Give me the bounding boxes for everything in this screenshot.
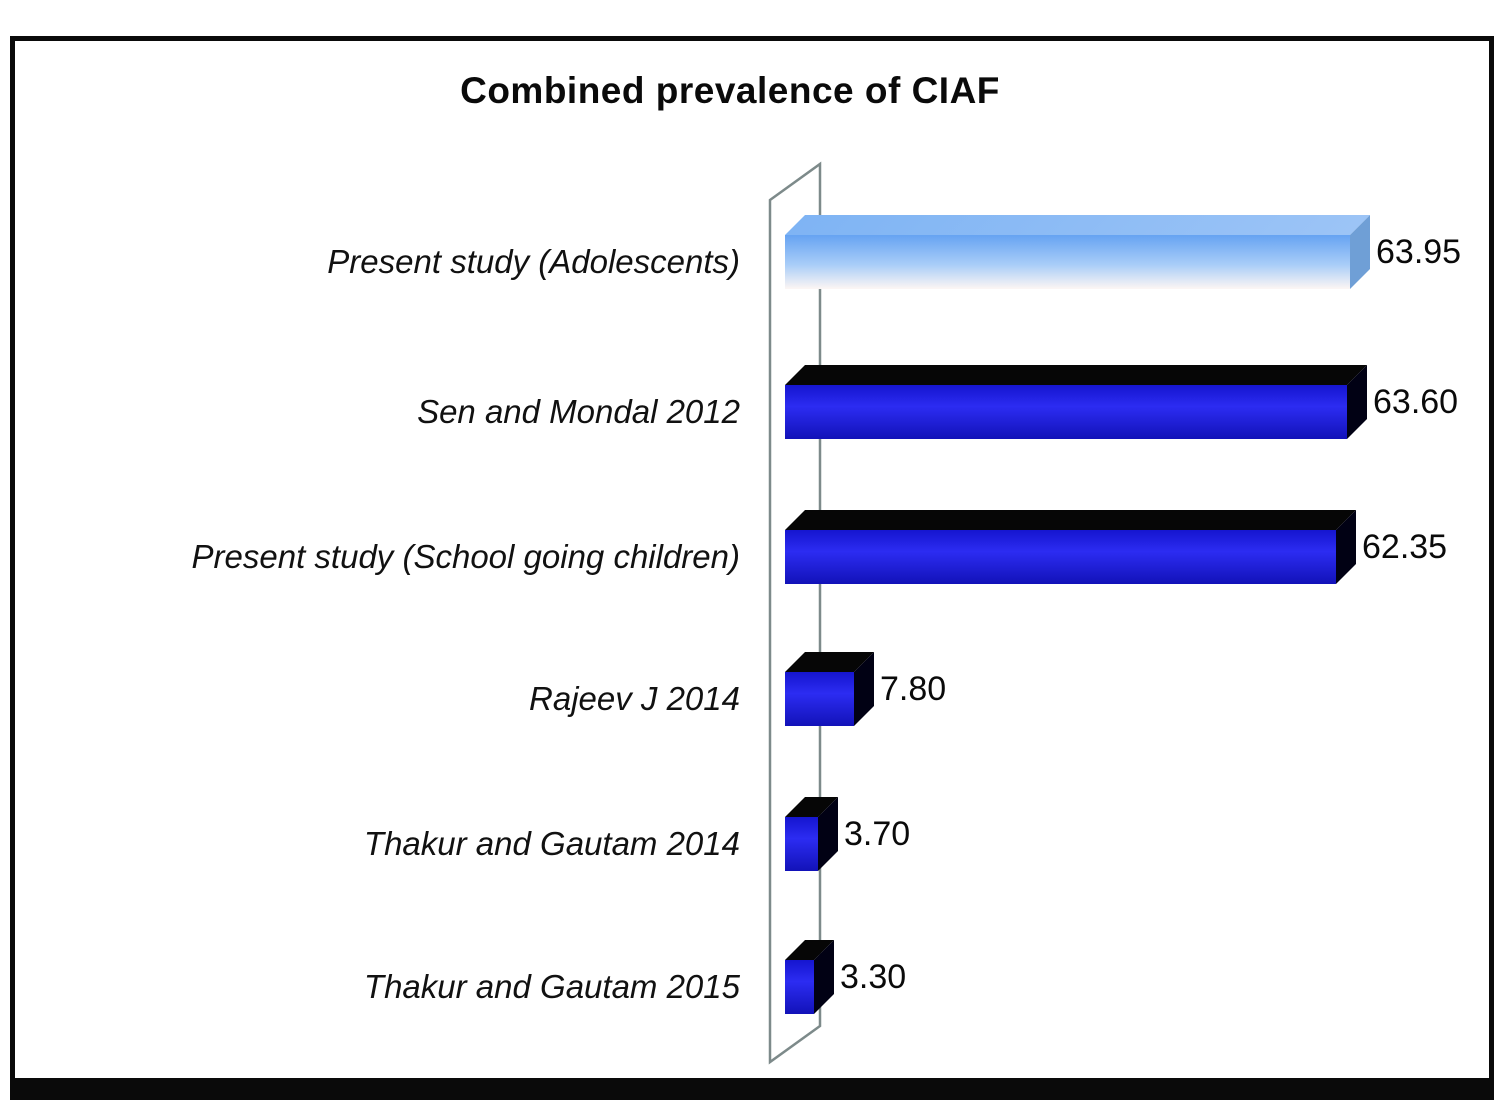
bar-row: Present study (School going children) 62…: [0, 510, 1505, 584]
value-label: 7.80: [880, 669, 947, 708]
category-label: Thakur and Gautam 2015: [363, 968, 740, 1005]
value-label: 3.70: [844, 814, 911, 853]
bar-top-face: [785, 510, 1356, 530]
chart-title: Combined prevalence of CIAF: [460, 70, 1000, 111]
bar-row: Present study (Adolescents) 63.95: [0, 215, 1505, 289]
bar-front-face: [785, 235, 1350, 289]
category-label: Thakur and Gautam 2014: [363, 825, 740, 862]
bar-front-face: [785, 385, 1347, 439]
bar-row: Sen and Mondal 2012 63.60: [0, 365, 1505, 439]
category-label: Sen and Mondal 2012: [417, 393, 740, 430]
bar-top-face: [785, 365, 1367, 385]
bar-adolescents: [785, 215, 1370, 289]
bar-row: Thakur and Gautam 2014 3.70: [0, 797, 1505, 871]
bar-sen-mondal-2012: [785, 365, 1367, 439]
bar-top-face: [785, 215, 1370, 235]
category-label: Present study (School going children): [191, 538, 740, 575]
value-label: 3.30: [840, 957, 907, 996]
bar-row: Thakur and Gautam 2015 3.30: [0, 940, 1505, 1014]
category-label: Rajeev J 2014: [529, 680, 740, 717]
bar-thakur-gautam-2015: [785, 940, 834, 1014]
value-label: 63.95: [1376, 232, 1462, 271]
bar-front-face: [785, 530, 1336, 584]
bar-front-face: [785, 672, 854, 726]
bar-school-children: [785, 510, 1356, 584]
value-label: 62.35: [1362, 527, 1448, 566]
bar-front-face: [785, 817, 818, 871]
bar-thakur-gautam-2014: [785, 797, 838, 871]
bar-rajeev-2014: [785, 652, 874, 726]
bar-front-face: [785, 960, 814, 1014]
value-label: 63.60: [1373, 382, 1459, 421]
category-label: Present study (Adolescents): [327, 243, 740, 280]
bar-row: Rajeev J 2014 7.80: [0, 652, 1505, 726]
